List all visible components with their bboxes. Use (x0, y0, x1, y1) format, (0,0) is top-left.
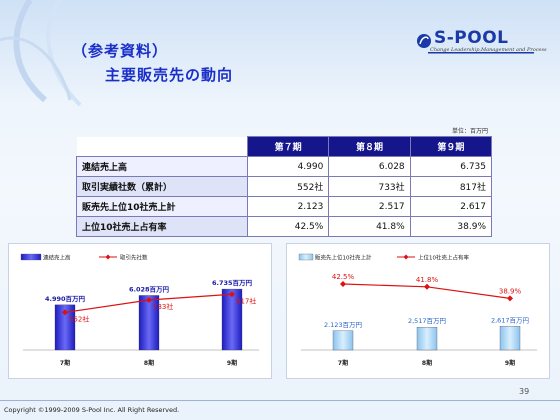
table-row: 取引実績社数（累計） 552社 733社 817社 (76, 176, 493, 197)
top10-chart: 販売先上位10社売上計 上位10社売上占有率 2.123百万円 7期 2,517百万円 8… (298, 253, 537, 367)
footer-divider (0, 400, 560, 401)
table-unit: 単位：百万円 (452, 128, 489, 135)
line-point (229, 291, 235, 298)
line-point (507, 295, 513, 302)
logo-tagline: Change Leadership,Management and Process (430, 47, 547, 53)
table-cell: 38.9% (409, 216, 493, 237)
bar (332, 330, 354, 351)
bar-data-label: 2.123百万円 (324, 321, 362, 329)
bar (416, 327, 438, 351)
x-tick-label: 7期 (60, 359, 70, 367)
bar (221, 288, 243, 351)
x-tick-label: 7期 (338, 359, 348, 367)
table-row: 上位10社売上占有率 42.5% 41.8% 38.9% (76, 216, 493, 237)
legend-marker (105, 254, 111, 260)
line-data-label: 733社 (153, 302, 173, 311)
spool-logo-icon (417, 34, 534, 54)
table-row: 連結売上高 4.990 6.028 6.735 (76, 156, 493, 177)
x-tick-label: 9期 (227, 359, 237, 367)
table-cell: 2.517 (328, 196, 411, 217)
x-tick-label: 8期 (422, 359, 432, 367)
table-cell: 817社 (409, 176, 493, 197)
table-cell: 733社 (328, 176, 411, 197)
table-cell: 2.617 (409, 196, 493, 217)
chart-panel-sales: 連結売上高 取引先社数 4.990百万円 7期 6.028百万円 8期 6.735百万円 9期… (8, 243, 272, 379)
legend-bar-swatch (298, 253, 314, 261)
bar-data-label: 2,517百万円 (408, 317, 446, 325)
table-row: 販売先上位10社売上計 2.123 2.517 2.617 (76, 196, 493, 217)
bar-data-label: 6.735百万円 (212, 279, 253, 287)
line-point (424, 283, 430, 290)
bar (138, 295, 160, 351)
summary-table: 第７期 第８期 第９期 連結売上高 4.990 6.028 6.735 取引実績… (76, 136, 493, 237)
row-label: 連結売上高 (76, 156, 248, 177)
bar (499, 326, 521, 351)
legend-label: 販売先上位10社売上計 (315, 254, 372, 262)
table-cell: 6.735 (409, 156, 493, 177)
bar-data-label: 2,617百万円 (491, 316, 529, 324)
page-title-line2: 主要販売先の動向 (105, 66, 234, 84)
sales-chart: 連結売上高 取引先社数 4.990百万円 7期 6.028百万円 8期 6.735百万円 9期… (20, 253, 259, 367)
logo-name: S-POOL (434, 28, 509, 48)
line-data-label: 817社 (236, 296, 256, 305)
bar-data-label: 4.990百万円 (45, 295, 86, 303)
column-header: 第７期 (246, 136, 330, 157)
legend-label: 上位10社売上占有率 (418, 254, 469, 262)
column-header: 第９期 (409, 136, 493, 157)
table-cell: 4.990 (246, 156, 330, 177)
line-data-label: 38.9% (499, 287, 522, 295)
column-header: 第８期 (328, 136, 411, 157)
decorative-swirl (0, 0, 82, 107)
line-data-label: 42.5% (332, 273, 355, 281)
line-point (146, 297, 152, 304)
bar (54, 304, 76, 351)
table-corner (76, 136, 248, 157)
table-cell: 41.8% (328, 216, 411, 237)
copyright-text: Copyright ©1999-2009 S-Pool Inc. All Rig… (4, 406, 180, 414)
chart-panel-top10: 販売先上位10社売上計 上位10社売上占有率 2.123百万円 7期 2,517百万円 8… (286, 243, 550, 379)
x-tick-label: 8期 (144, 359, 154, 367)
row-label: 販売先上位10社売上計 (76, 196, 248, 217)
line-point (340, 281, 346, 287)
legend-bar-swatch (20, 253, 42, 261)
x-tick-label: 9期 (505, 359, 515, 367)
page-title-line1: （参考資料） (72, 42, 169, 60)
table-cell: 42.5% (246, 216, 330, 237)
table-cell: 2.123 (246, 196, 330, 217)
line-point (62, 309, 68, 316)
legend-label: 連結売上高 (43, 254, 71, 262)
row-label: 取引実績社数（累計） (76, 176, 248, 197)
page-number: 39 (519, 387, 530, 396)
row-label: 上位10社売上占有率 (76, 216, 248, 237)
table-cell: 6.028 (328, 156, 411, 177)
legend-marker (403, 254, 409, 260)
table-cell: 552社 (246, 176, 330, 197)
table-header-row: 第７期 第８期 第９期 (76, 136, 493, 157)
bar-data-label: 6.028百万円 (129, 285, 170, 293)
line-data-label: 41.8% (416, 276, 439, 284)
legend-label: 取引先社数 (120, 254, 148, 262)
line-data-label: 552社 (69, 314, 89, 323)
